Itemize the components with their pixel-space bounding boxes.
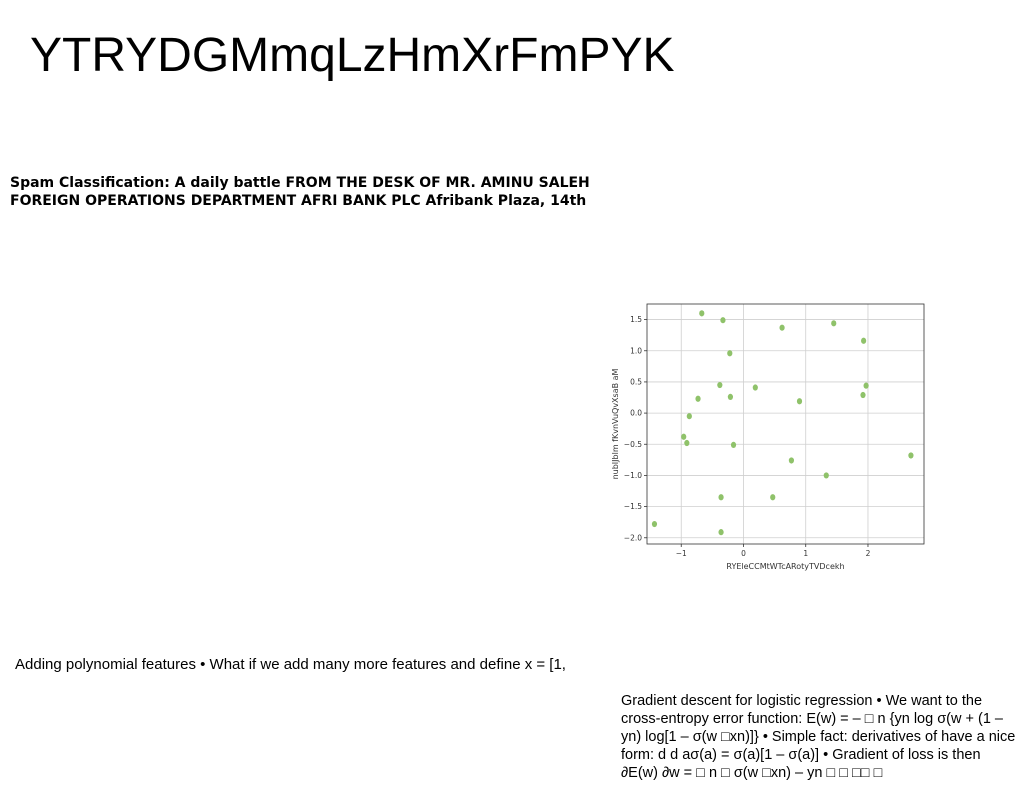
scatter-chart: −1 0 1 2 −2.0 −1.5 −1.0 −0.5 0.0 0.5 1.0 1.5 RYEleC… [600, 295, 940, 580]
data-points [651, 310, 914, 536]
axis-ticks: −1 0 1 2 −2.0 −1.5 −1.0 −0.5 0.0 0.5 1.0 1.5 [624, 315, 871, 558]
scatter-point [727, 350, 733, 357]
y-tick-label: −1.5 [624, 502, 642, 511]
x-tick-label: −1 [676, 549, 687, 558]
y-tick-label: 1.0 [630, 346, 642, 355]
y-tick-label: 1.5 [630, 315, 642, 324]
scatter-point [752, 384, 758, 391]
y-tick-label: −0.5 [624, 440, 642, 449]
scatter-point [718, 529, 724, 536]
page-title: YTRYDGMmqLzHmXrFmPYK [30, 29, 675, 82]
y-tick-label: 0.0 [630, 409, 642, 418]
scatter-point [861, 337, 867, 344]
plot-frame [646, 303, 925, 545]
scatter-point [770, 494, 776, 501]
y-tick-label: −1.0 [624, 471, 642, 480]
scatter-point [863, 382, 869, 389]
scatter-point [796, 398, 803, 405]
scatter-point [788, 457, 795, 464]
scatter-point [727, 393, 734, 400]
scatter-point [681, 433, 687, 440]
scatter-point [779, 324, 785, 331]
y-axis-label: nubIJblm fKvnVuQvXsaB aM [611, 368, 620, 479]
scatter-point [695, 395, 701, 402]
grid-lines [647, 304, 924, 544]
scatter-point [831, 320, 837, 327]
scatter-point [718, 494, 724, 501]
scatter-point [717, 381, 723, 389]
scatter-point [908, 452, 914, 459]
scatter-point [860, 391, 866, 399]
scatter-point [686, 413, 692, 420]
x-axis-label: RYEleCCMtWTcARotyTVDcekh [726, 562, 844, 571]
scatter-point [823, 472, 829, 479]
x-tick-label: 1 [803, 549, 808, 558]
scatter-point [699, 310, 705, 317]
scatter-point [651, 520, 658, 528]
x-tick-label: 0 [741, 549, 746, 558]
gradient-descent-text: Gradient descent for logistic regression… [621, 693, 1016, 781]
polynomial-features-text: Adding polynomial features • What if we … [15, 656, 566, 673]
x-tick-label: 2 [866, 549, 871, 558]
scatter-chart-svg: −1 0 1 2 −2.0 −1.5 −1.0 −0.5 0.0 0.5 1.0 1.5 RYEleC… [611, 303, 925, 571]
y-tick-label: −2.0 [624, 533, 642, 542]
scatter-point [730, 441, 737, 448]
y-tick-label: 0.5 [630, 378, 642, 387]
spam-classification-heading: Spam Classification: A daily battle FROM… [10, 175, 590, 209]
scatter-point [720, 317, 726, 324]
scatter-point [684, 439, 690, 447]
